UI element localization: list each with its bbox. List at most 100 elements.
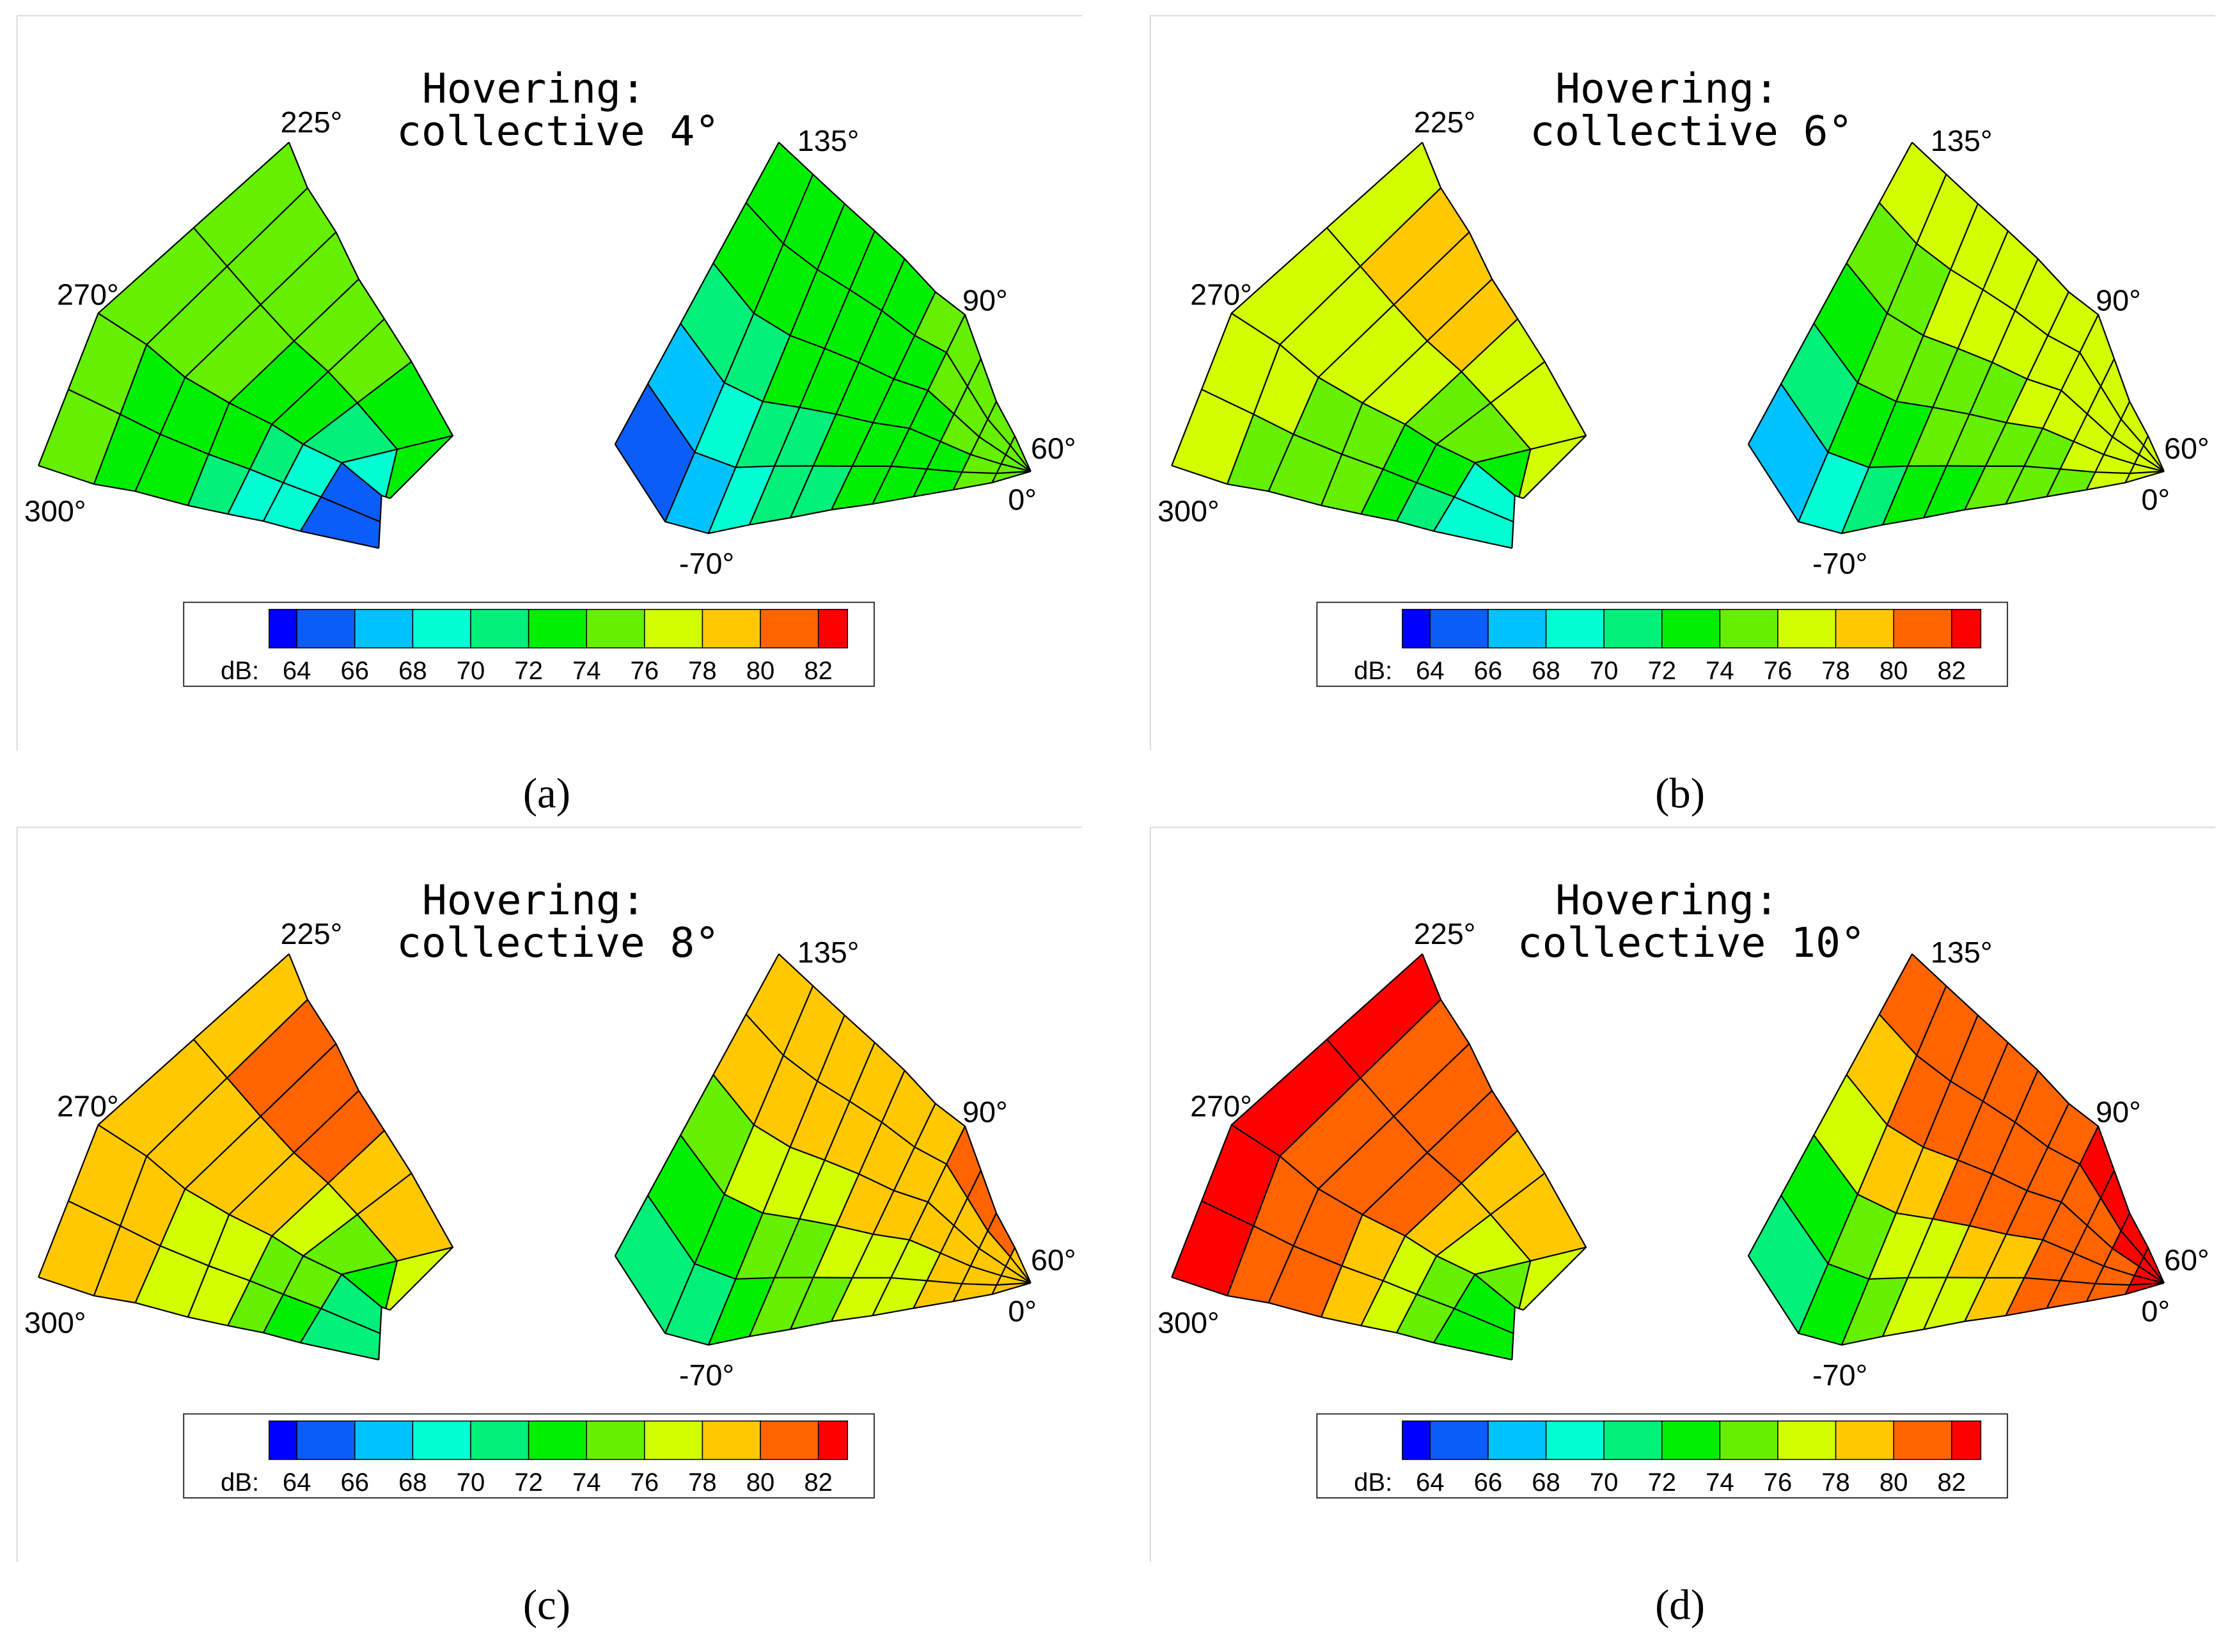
angle-label: 60° [1031, 432, 1076, 465]
angle-label: 300° [1158, 1306, 1220, 1339]
mesh-line [1923, 258, 2039, 518]
mesh-line [913, 358, 982, 497]
mesh-line [38, 141, 290, 466]
colorbar-swatch [586, 609, 645, 649]
colorbar-swatch [1835, 1420, 1894, 1460]
colorbar-tick-label: 68 [1532, 1468, 1560, 1497]
chart-title-line2: collective 4° [396, 107, 719, 155]
mesh-line [748, 230, 875, 526]
colorbar-swatch [354, 609, 414, 649]
angle-label: 270° [57, 1089, 119, 1122]
colorbar-swatch [412, 609, 471, 649]
mesh-line [1964, 291, 2069, 510]
mesh-line [1171, 953, 1423, 1278]
colorbar-swatch [1545, 609, 1605, 649]
colorbar-tick-label: 66 [1474, 657, 1503, 685]
mesh-line [1320, 1090, 1493, 1318]
angle-label: 90° [962, 1095, 1008, 1128]
colorbar-swatch [296, 1420, 356, 1460]
colorbar-swatch [269, 1420, 297, 1460]
angle-label: 0° [1008, 1294, 1037, 1328]
angle-label: 0° [1008, 483, 1037, 516]
mesh-line [789, 258, 906, 518]
mesh-line [288, 954, 454, 1310]
mesh-line [1511, 1306, 1524, 1360]
right-sector [1747, 953, 2165, 1346]
mesh-line [1227, 999, 1441, 1296]
colorbar-tick-label: 74 [1706, 657, 1734, 685]
colorbar-tick-label: 64 [283, 657, 311, 685]
mesh-line [664, 174, 814, 523]
mesh-line [1840, 203, 1979, 534]
angle-label: 225° [1414, 106, 1476, 139]
mesh-line [98, 1124, 382, 1308]
mesh-line [299, 435, 453, 531]
mesh-line [187, 278, 359, 506]
colorbar-swatch [1402, 609, 1431, 649]
colorbar-swatch [1487, 609, 1547, 649]
angle-label: 0° [2141, 483, 2170, 516]
mesh-line [93, 187, 308, 485]
panel-caption: (a) [523, 769, 570, 817]
mesh-line [192, 1039, 398, 1309]
angle-label: 225° [281, 106, 343, 139]
angle-label: 225° [281, 917, 343, 950]
mesh-line [68, 388, 381, 523]
mesh-line [1964, 1103, 2069, 1322]
panel-caption: (b) [1655, 769, 1705, 817]
right-sector [614, 953, 1032, 1346]
angle-label: 90° [2096, 1095, 2141, 1128]
colorbar-swatch [702, 609, 761, 649]
colorbar-swatch [296, 609, 356, 649]
mesh-line [1923, 1070, 2039, 1330]
angle-label: 60° [1031, 1243, 1076, 1277]
mesh-line [38, 953, 290, 1278]
panel-a: Hovering:collective 4° 225° 270° 300° 135° 90… [16, 15, 1082, 817]
mesh-line [134, 1043, 337, 1303]
chart-title-line1: Hovering: [1555, 65, 1779, 113]
left-sector [38, 141, 454, 549]
mesh-line [299, 1247, 453, 1343]
colorbar-swatch [1661, 609, 1721, 649]
mesh-line [872, 1126, 966, 1316]
angle-label: -70° [1812, 547, 1867, 580]
mesh-line [2005, 1126, 2099, 1316]
mesh-line [1360, 1129, 1518, 1326]
colorbar-tick-label: 70 [1590, 1468, 1619, 1497]
colorbar-swatch [470, 609, 530, 649]
mesh-line [1267, 1043, 1470, 1303]
colorbar-tick-label: 76 [1764, 657, 1793, 685]
mesh-line [227, 318, 385, 515]
mesh-line [952, 401, 997, 491]
colorbar-swatch [644, 609, 703, 649]
colorbar-tick-label: 76 [631, 657, 659, 685]
colorbar-tick-label: 74 [1706, 1468, 1734, 1497]
colorbar-tick-label: 72 [1647, 657, 1676, 685]
colorbar-swatch [1777, 609, 1837, 649]
colorbar-tick-label: 72 [1647, 1468, 1676, 1497]
mesh-line [789, 1070, 906, 1330]
mesh-line [1326, 227, 1532, 498]
colorbar-tick-label: 82 [1938, 657, 1966, 685]
mesh-line [1511, 494, 1524, 549]
mesh-line [2046, 358, 2115, 497]
colorbar-tick-label: 78 [688, 1468, 717, 1497]
colorbar-unit-label: dB: [1354, 657, 1392, 685]
colorbar-swatch [586, 1420, 645, 1460]
mesh-line [1231, 312, 1516, 496]
mesh-line [1798, 986, 1947, 1334]
mesh-line [748, 1042, 875, 1337]
colorbar-tick-label: 68 [398, 657, 427, 685]
mesh-line [93, 999, 308, 1296]
colorbar-tick-label: 70 [1590, 657, 1619, 685]
mesh-line [2085, 401, 2131, 491]
colorbar-swatch [528, 1420, 587, 1460]
mesh-line [1171, 464, 1512, 549]
colorbar-tick-label: 80 [746, 657, 775, 685]
angle-label: 135° [1931, 124, 1993, 157]
colorbar-tick-label: 72 [514, 657, 543, 685]
left-sector [38, 953, 454, 1361]
colorbar-tick-label: 80 [1880, 1468, 1908, 1497]
chart-title-line2: collective 8° [396, 919, 719, 967]
